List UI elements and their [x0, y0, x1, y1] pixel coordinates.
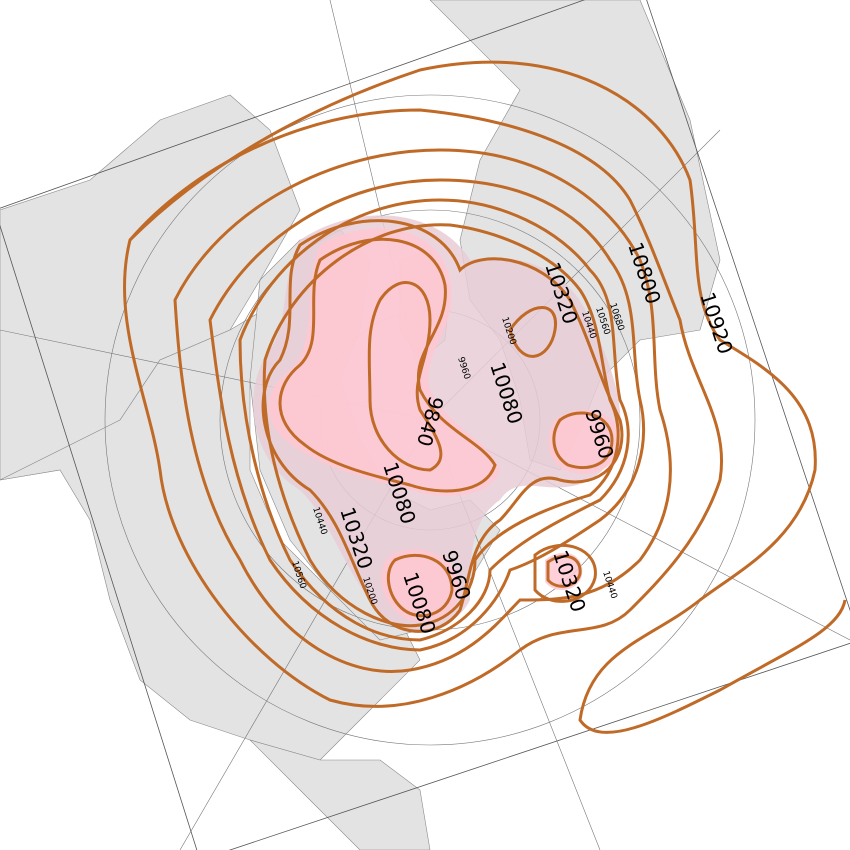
low-height-fill	[253, 215, 621, 630]
contour-lines	[122, 60, 847, 734]
